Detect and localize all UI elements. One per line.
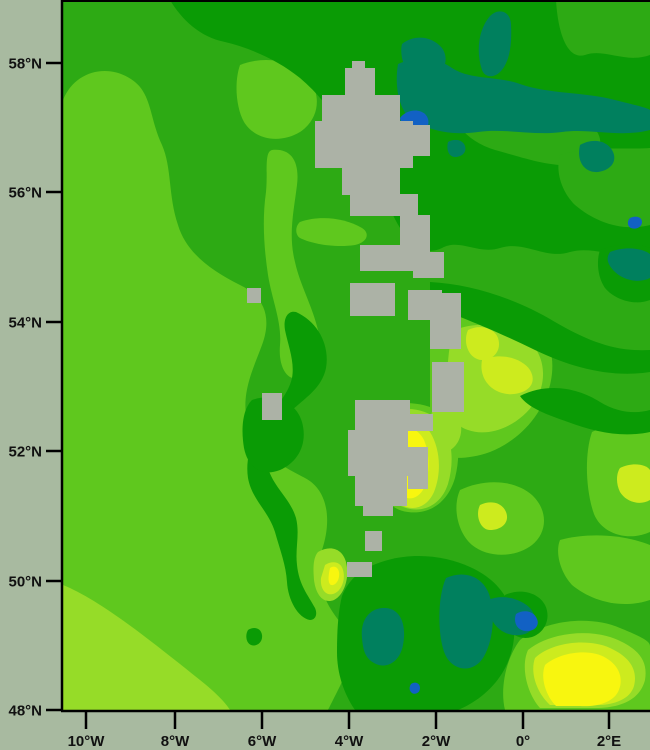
y-tick-label: 54°N <box>8 314 42 331</box>
axes-frame <box>60 0 650 713</box>
contour-teal <box>579 140 615 173</box>
contour-yellow <box>543 652 621 707</box>
contour-light-green <box>236 60 317 139</box>
contour-blue <box>515 611 538 632</box>
contour-yellow-green <box>481 356 533 395</box>
axis-ticks <box>46 61 611 729</box>
contour-dark-green <box>242 397 304 473</box>
land-cell <box>348 430 408 476</box>
contour-blue <box>409 682 420 694</box>
land-cell <box>352 61 365 69</box>
land-cell <box>355 400 410 430</box>
x-tick-label: 2°W <box>422 733 451 750</box>
land-cell <box>350 194 418 216</box>
plot-area <box>63 0 650 710</box>
land-cell <box>408 414 433 431</box>
contour-dark-green <box>430 282 650 374</box>
x-tick-label: 8°W <box>161 733 190 750</box>
land-cell <box>342 168 400 195</box>
contour-teal <box>401 37 446 80</box>
contour-teal <box>361 607 405 666</box>
land-cell <box>432 362 464 412</box>
contour-dark-green <box>246 627 263 646</box>
x-tick-label: 2°E <box>597 733 621 750</box>
contour-yellow-green <box>465 327 500 360</box>
land-cell <box>345 68 375 96</box>
x-tick-label: 4°W <box>335 733 364 750</box>
land-cell <box>363 505 393 516</box>
land-cell <box>413 252 444 278</box>
contour-teal <box>396 58 650 134</box>
contour-mid-green-wedge <box>558 148 650 228</box>
land-cell <box>355 475 407 506</box>
contour-dark-green <box>247 311 327 620</box>
contour-pale-green <box>426 408 462 453</box>
land-cell <box>365 531 382 551</box>
contour-teal <box>439 574 493 669</box>
land-cell <box>347 562 372 577</box>
land-cell <box>430 293 461 349</box>
land-cell <box>247 288 261 303</box>
contour-yellow-green <box>478 502 508 530</box>
land-cell <box>322 95 400 122</box>
x-tick-label: 0° <box>516 733 530 750</box>
axis-labels: 58°N 56°N 54°N 52°N 50°N 48°N 10°W 8°W 6°W 4°W 2°W… <box>8 55 621 750</box>
contour-teal <box>447 139 466 157</box>
land-cell <box>360 245 413 271</box>
contour-pale-green <box>63 585 230 710</box>
contour-mid-green-wedge <box>556 0 650 58</box>
contour-teal <box>478 11 512 77</box>
contour-yellow <box>328 566 340 586</box>
land-cell <box>413 125 430 156</box>
x-tick-label: 10°W <box>68 733 106 750</box>
y-tick-label: 52°N <box>8 443 42 460</box>
land-cell <box>408 447 428 489</box>
land-cell <box>315 121 413 168</box>
y-tick-label: 56°N <box>8 184 42 201</box>
contour-dark-green <box>520 388 650 435</box>
y-tick-label: 48°N <box>8 702 42 719</box>
contour-light-green <box>296 218 367 247</box>
contour-teal <box>607 248 650 281</box>
contour-yellow-green <box>617 464 650 503</box>
contour-light-green <box>63 71 349 710</box>
y-tick-label: 50°N <box>8 573 42 590</box>
land-cell <box>350 283 395 316</box>
contour-light-green <box>558 535 650 605</box>
y-tick-label: 58°N <box>8 55 42 72</box>
land-cell <box>262 393 282 420</box>
x-tick-label: 6°W <box>248 733 277 750</box>
contour-blue <box>627 216 642 229</box>
land-mask <box>247 61 464 577</box>
